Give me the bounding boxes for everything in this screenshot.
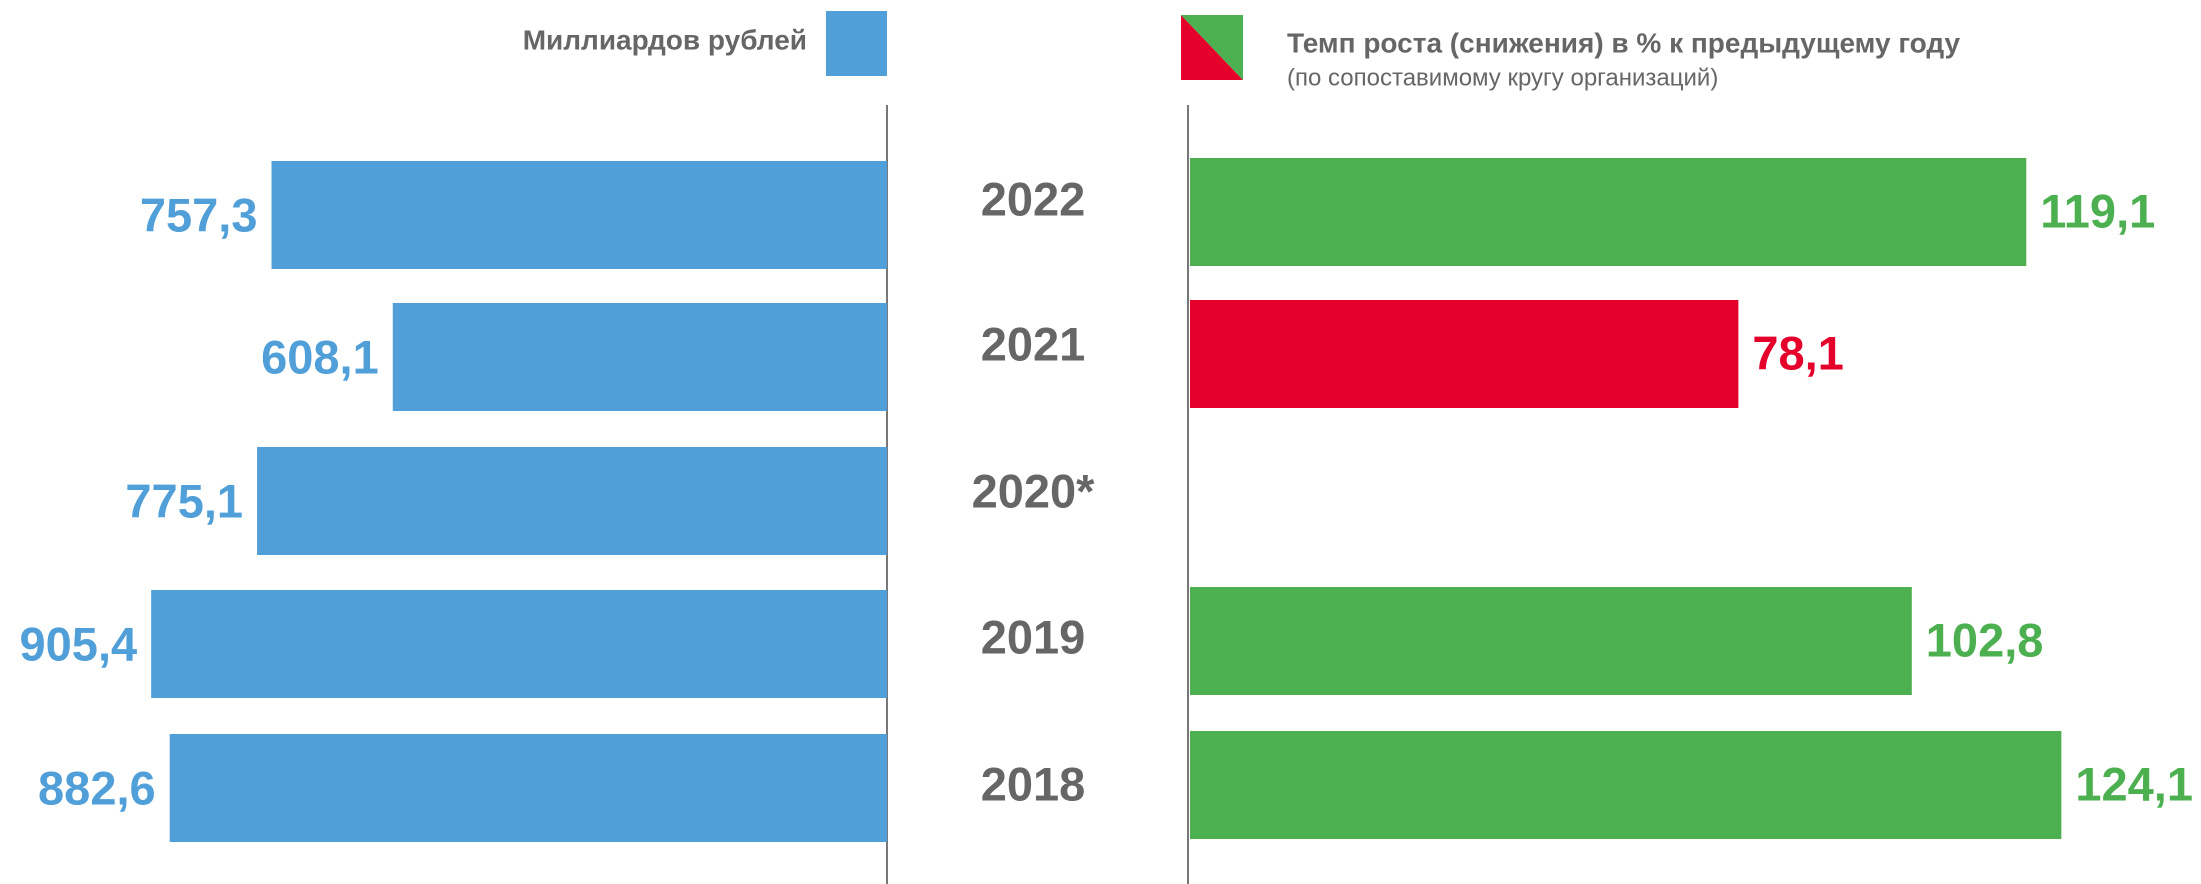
legend-swatch <box>826 11 887 76</box>
bar <box>151 590 887 698</box>
bar <box>392 303 887 411</box>
bar <box>1190 158 2027 266</box>
legend-swatch <box>1181 15 1243 80</box>
value-label: 757,3 <box>140 188 258 241</box>
category-label: 2021 <box>981 317 1086 370</box>
value-label: 102,8 <box>1926 613 2044 666</box>
value-label: 905,4 <box>20 617 138 670</box>
bar <box>1190 731 2062 839</box>
legend-label: Миллиардов рублей <box>523 24 807 55</box>
bar <box>1190 300 1739 408</box>
value-label: 608,1 <box>261 330 379 383</box>
value-label: 882,6 <box>38 761 156 814</box>
value-label: 124,1 <box>2075 757 2193 810</box>
value-label: 775,1 <box>125 474 243 527</box>
legend-label: Темп роста (снижения) в % к предыдущему … <box>1287 27 1961 58</box>
category-label: 2022 <box>981 172 1086 225</box>
legend-note: (по сопоставимому кругу организаций) <box>1287 64 1718 91</box>
value-label: 119,1 <box>2040 184 2155 237</box>
category-label: 2019 <box>981 610 1086 663</box>
category-label: 2020* <box>972 464 1096 517</box>
bar <box>271 161 888 269</box>
category-label: 2018 <box>981 757 1086 810</box>
bar <box>1190 587 1912 695</box>
value-label: 78,1 <box>1752 326 1843 379</box>
bar <box>257 447 888 555</box>
bar <box>169 734 888 842</box>
